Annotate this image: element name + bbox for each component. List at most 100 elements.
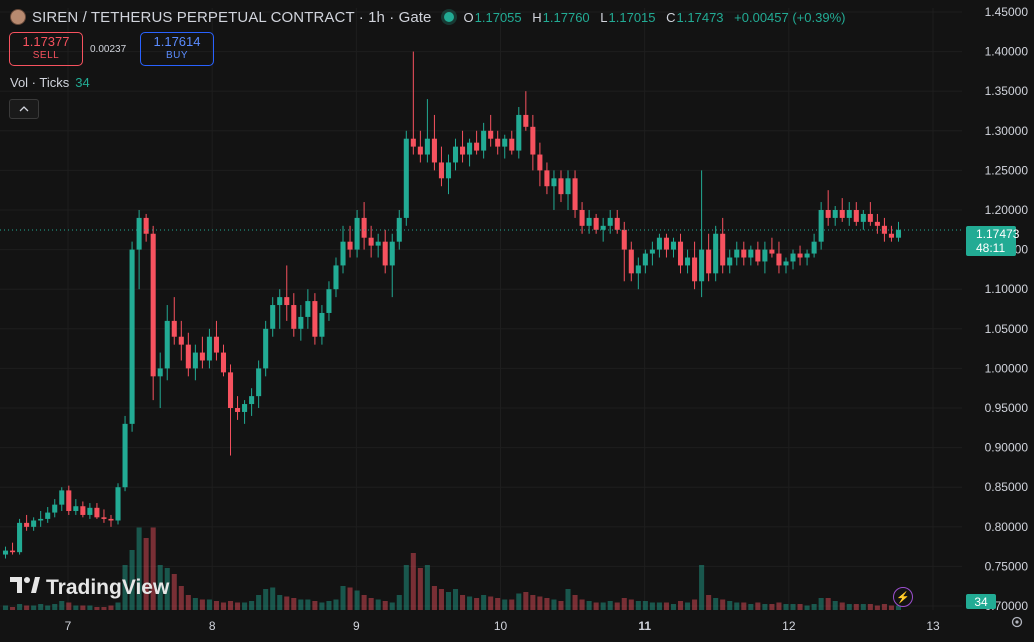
volume-bar	[171, 574, 177, 610]
candle-body	[832, 209, 838, 218]
volume-bar	[150, 527, 156, 610]
volume-bar	[558, 601, 564, 610]
volume-bar	[2, 605, 9, 610]
volume-bar	[635, 601, 641, 610]
candle-body	[663, 237, 669, 250]
y-tick-label: 0.85000	[985, 480, 1029, 494]
candle-body	[537, 154, 543, 171]
volume-bar	[713, 598, 719, 610]
volume-bar	[628, 599, 634, 610]
volume-bar	[319, 602, 325, 610]
candle-body	[206, 336, 212, 361]
gear-icon[interactable]	[1010, 615, 1024, 632]
candle-body	[614, 217, 620, 230]
y-tick-label: 1.40000	[985, 45, 1029, 59]
volume-bar	[839, 602, 845, 610]
candle-body	[354, 217, 360, 250]
close-label: C	[666, 9, 676, 25]
lightning-icon[interactable]: ⚡	[893, 587, 913, 607]
volume-bar	[663, 602, 669, 610]
volume-value-tag: 34	[966, 594, 996, 609]
volume-bar	[24, 605, 30, 610]
candle-body	[150, 233, 156, 377]
volume-bar	[452, 589, 459, 610]
symbol-title[interactable]: SIREN / TETHERUS PERPETUAL CONTRACT · 1h…	[32, 8, 432, 26]
candle-body	[2, 550, 9, 555]
volume-bar	[52, 604, 58, 610]
low-value: 1.17015	[608, 9, 656, 25]
volume-bar	[38, 604, 44, 610]
chevron-up-icon[interactable]	[9, 99, 39, 119]
volume-bar	[502, 599, 508, 610]
candle-body	[298, 316, 304, 329]
candle-body	[706, 249, 712, 274]
volume-bar	[235, 602, 241, 610]
spread-value: 0.00237	[90, 44, 127, 55]
volume-bar	[474, 598, 480, 610]
candle-body	[263, 328, 269, 369]
candle-body	[692, 257, 698, 282]
bar-countdown: 48:11	[976, 241, 1006, 255]
candle-body	[642, 253, 648, 266]
candle-body	[242, 404, 248, 412]
volume-bar	[867, 604, 873, 610]
candle-body	[621, 229, 627, 250]
sell-label: SELL	[32, 50, 60, 61]
volume-bar	[516, 593, 522, 610]
candle-body	[431, 138, 437, 163]
volume-bar	[537, 596, 543, 610]
volume-bar	[17, 604, 23, 610]
volume-bar	[755, 602, 761, 610]
x-tick-label: 7	[65, 619, 72, 633]
volume-bar	[178, 586, 184, 610]
volume-legend[interactable]: Vol · Ticks 34	[10, 75, 90, 90]
siren-logo-icon	[10, 9, 26, 25]
market-status-icon	[443, 12, 454, 22]
candle-body	[375, 241, 381, 246]
candle-body	[565, 178, 571, 195]
volume-bar	[769, 604, 775, 610]
candle-body	[171, 320, 177, 337]
candle-body	[713, 233, 719, 274]
x-tick-label: 10	[494, 619, 508, 633]
candle-body	[235, 408, 241, 412]
volume-bar	[600, 602, 606, 610]
candle-body	[699, 249, 705, 282]
candle-body	[755, 249, 761, 262]
x-tick-label: 11	[638, 619, 651, 633]
volume-bar	[825, 598, 831, 610]
candle-body	[600, 225, 606, 230]
volume-bar	[579, 599, 585, 610]
volume-bar	[80, 605, 86, 610]
candle-body	[164, 320, 170, 369]
sell-button[interactable]: 1.17377 SELL	[9, 32, 83, 66]
candle-body	[769, 249, 775, 254]
volume-bar	[670, 604, 677, 610]
volume-bar	[762, 604, 768, 610]
buy-button[interactable]: 1.17614 BUY	[140, 32, 214, 66]
volume-bar	[101, 607, 107, 610]
candle-body	[291, 305, 297, 329]
candle-body	[474, 142, 480, 151]
volume-bar	[143, 538, 149, 610]
candle-body	[727, 257, 733, 266]
tradingview-logo[interactable]: TradingView	[10, 576, 169, 600]
candle-body	[66, 490, 72, 511]
candle-body	[685, 257, 691, 266]
y-tick-label: 1.25000	[985, 163, 1029, 177]
volume-bar	[593, 602, 599, 610]
low-label: L	[600, 9, 608, 25]
volume-bar	[326, 601, 332, 610]
candle-body	[73, 506, 79, 511]
volume-bar	[748, 604, 754, 610]
y-tick-label: 1.30000	[985, 124, 1029, 138]
volume-bar	[396, 595, 402, 610]
volume-bar	[263, 589, 269, 610]
volume-bar	[888, 605, 894, 610]
candle-body	[410, 138, 416, 147]
volume-bar	[66, 602, 72, 610]
candle-body	[38, 518, 44, 521]
candle-body	[17, 522, 23, 553]
